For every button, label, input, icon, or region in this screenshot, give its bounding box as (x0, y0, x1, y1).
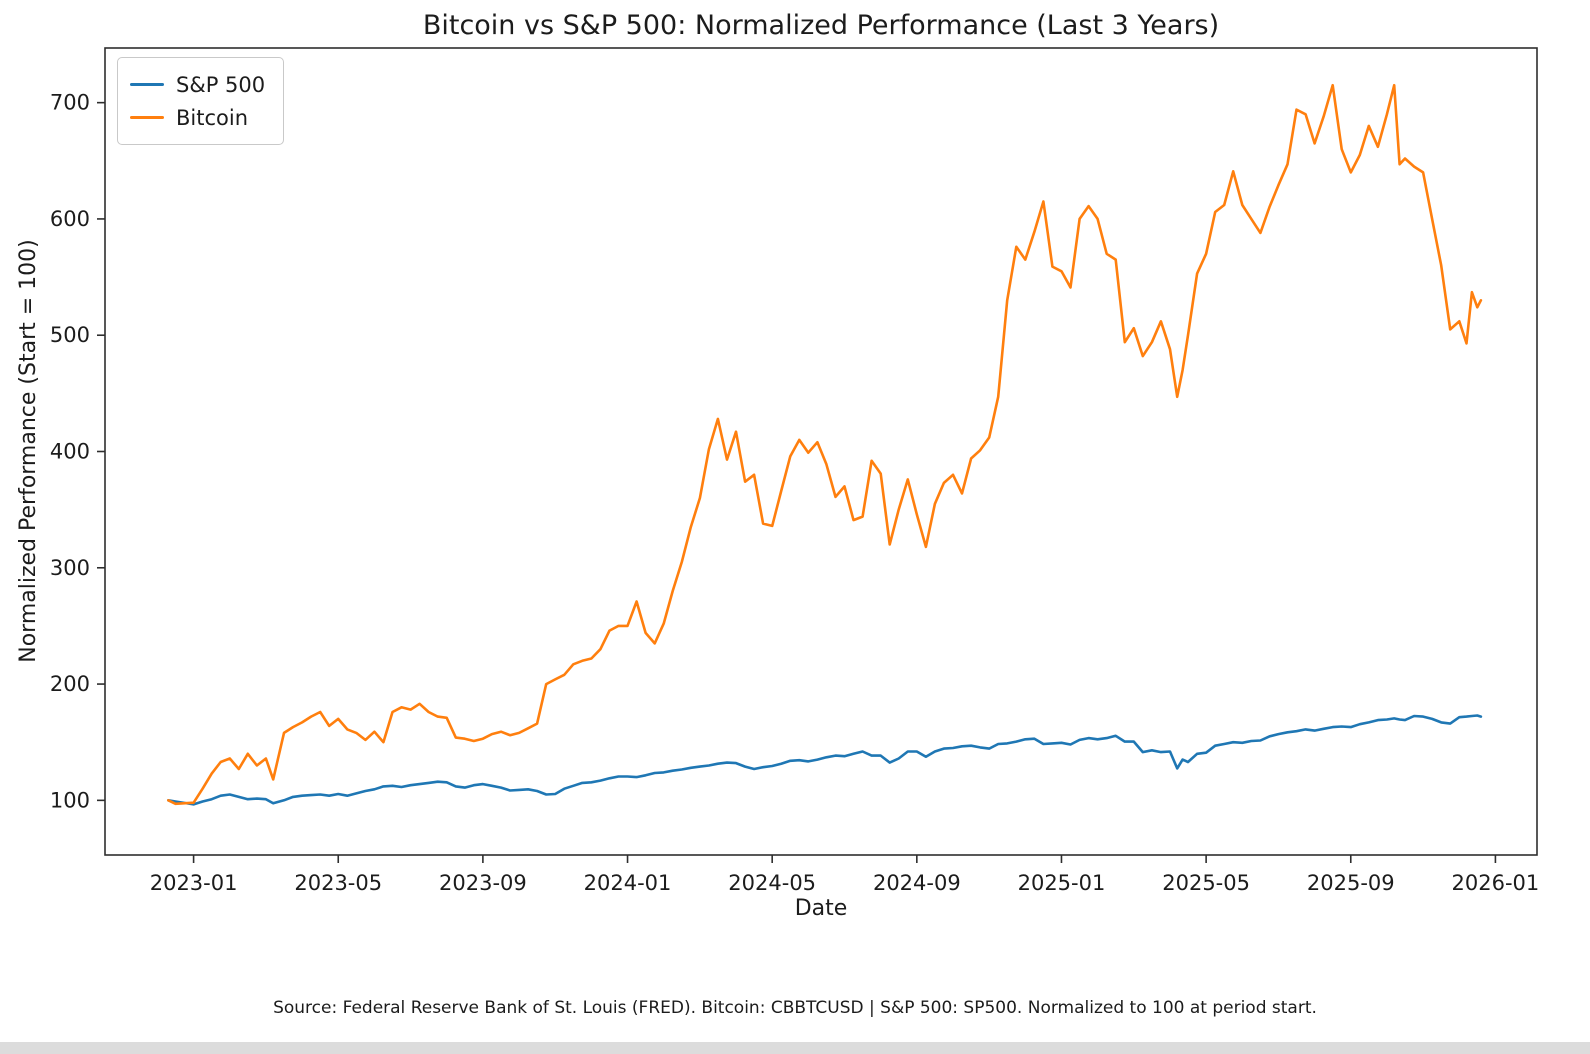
x-tick-label: 2024-05 (728, 871, 816, 895)
y-tick-label: 400 (50, 440, 90, 464)
legend: S&P 500 Bitcoin (117, 57, 285, 145)
x-tick-label: 2025-09 (1307, 871, 1395, 895)
s-p-500-line (167, 714, 1483, 806)
y-tick-label: 200 (50, 672, 90, 696)
x-tick-label: 2025-01 (1018, 871, 1106, 895)
legend-item-bitcoin: Bitcoin (130, 101, 265, 134)
y-tick-label: 100 (50, 788, 90, 812)
bitcoin-line (167, 83, 1483, 806)
legend-label-bitcoin: Bitcoin (176, 105, 249, 130)
legend-label-sp500: S&P 500 (176, 72, 266, 97)
legend-item-sp500: S&P 500 (130, 68, 265, 101)
bottom-edge-strip (0, 1042, 1590, 1054)
x-tick-label: 2023-09 (439, 871, 527, 895)
bitcoin-line-swatch (130, 116, 164, 119)
chart-title: Bitcoin vs S&P 500: Normalized Performan… (422, 10, 1220, 41)
x-tick-label: 2025-05 (1162, 871, 1250, 895)
y-tick-label: 600 (50, 207, 90, 231)
source-note: Source: Federal Reserve Bank of St. Loui… (273, 998, 1317, 1018)
x-tick-label: 2026-01 (1452, 871, 1540, 895)
x-tick-label: 2023-01 (150, 871, 238, 895)
y-tick-label: 700 (50, 91, 90, 115)
x-tick-label: 2024-09 (873, 871, 961, 895)
sp500-line-swatch (130, 83, 164, 86)
x-tick-label: 2023-05 (294, 871, 382, 895)
y-tick-label: 500 (50, 323, 90, 347)
x-tick-label: 2024-01 (584, 871, 672, 895)
y-tick-label: 300 (50, 556, 90, 580)
x-axis-label: Date (794, 896, 848, 921)
